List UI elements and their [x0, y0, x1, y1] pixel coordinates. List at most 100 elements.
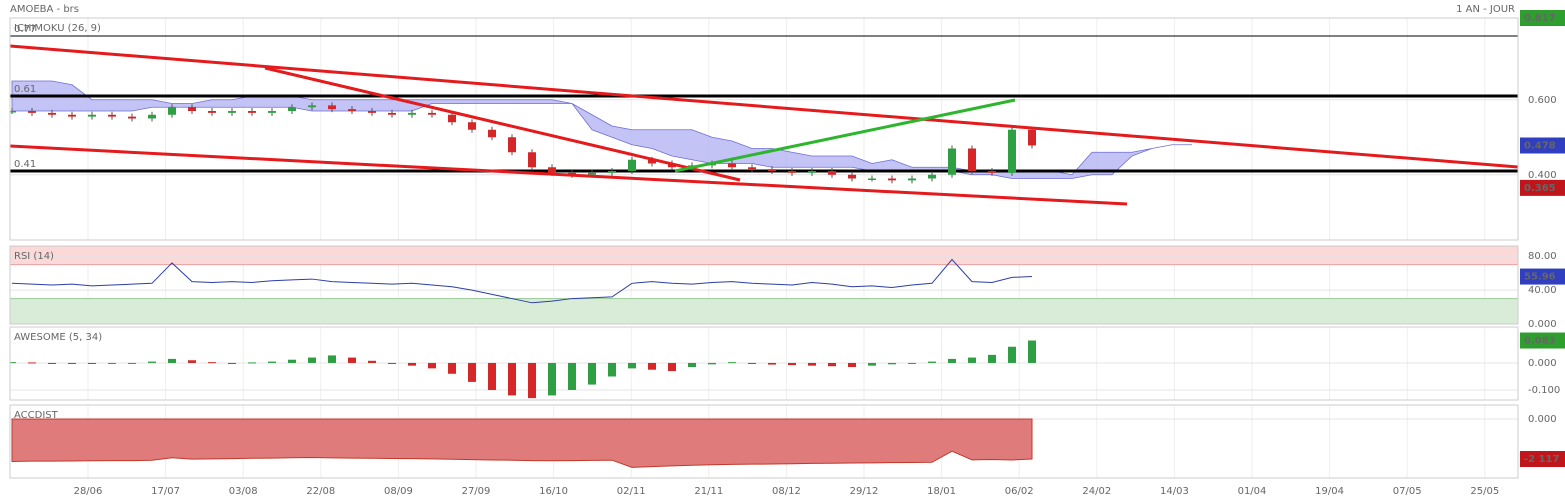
candle	[308, 105, 316, 108]
bar	[728, 362, 736, 364]
x-tick-label: 07/05	[1393, 486, 1422, 497]
bar	[28, 362, 36, 364]
bar	[10, 362, 16, 364]
bar	[528, 362, 536, 399]
panel-title: RSI (14)	[14, 251, 54, 262]
panel-title: ACCDIST	[14, 410, 59, 421]
candle	[208, 111, 216, 113]
bar	[768, 362, 776, 365]
candle	[148, 114, 156, 119]
candle	[1028, 129, 1036, 146]
trend-line	[264, 66, 741, 182]
bar	[268, 361, 276, 363]
candle	[828, 171, 836, 175]
bar	[568, 362, 576, 390]
bar	[368, 360, 376, 363]
x-tick-label: 17/07	[151, 486, 180, 497]
candle	[588, 172, 596, 175]
candle	[728, 163, 736, 168]
bar	[1028, 340, 1036, 363]
value-badge	[1520, 268, 1565, 285]
bar	[448, 362, 456, 374]
value-badge	[1520, 451, 1565, 468]
bar	[328, 355, 336, 363]
y-tick-label: 0.400	[1528, 170, 1557, 181]
candle	[1008, 129, 1016, 173]
x-tick-label: 18/01	[927, 486, 956, 497]
bar	[488, 362, 496, 390]
bar	[808, 362, 816, 366]
bar	[788, 362, 796, 366]
candle	[348, 109, 356, 111]
candle	[48, 112, 56, 115]
bar	[548, 362, 556, 396]
y-tick-label: 0.600	[1528, 95, 1557, 106]
panel-border	[9, 17, 1519, 241]
x-tick-label: 21/11	[694, 486, 723, 497]
candle	[508, 137, 516, 153]
candle	[768, 169, 776, 171]
bar	[168, 358, 176, 363]
oversold-band	[10, 298, 1518, 324]
trend-line	[10, 144, 1128, 206]
bar	[688, 362, 696, 368]
bar	[748, 362, 756, 364]
candle	[28, 111, 36, 113]
candle	[908, 178, 916, 181]
candle	[408, 112, 416, 115]
x-tick-label: 01/04	[1238, 486, 1267, 497]
candle	[888, 178, 896, 181]
y-tick-label: 0.000	[1528, 358, 1557, 369]
candle	[788, 171, 796, 173]
x-tick-label: 16/10	[539, 486, 568, 497]
candle	[428, 112, 436, 115]
panel-title: ICHIMOKU (26, 9)	[14, 23, 101, 34]
candle	[548, 167, 556, 173]
bar	[468, 362, 476, 382]
x-tick-label: 03/08	[229, 486, 258, 497]
level-label: 0.61	[14, 84, 36, 95]
value-badge	[1520, 137, 1565, 154]
bar	[348, 357, 356, 363]
panel-border	[9, 326, 1519, 401]
candle	[948, 148, 956, 175]
candle	[608, 171, 616, 173]
value-badge-label: 0.478	[1524, 141, 1556, 152]
bar	[868, 362, 876, 366]
rsi-line	[11, 258, 1033, 304]
x-tick-label: 29/12	[850, 486, 879, 497]
overbought-band	[10, 246, 1518, 266]
x-tick-label: 28/06	[74, 486, 103, 497]
candle	[188, 107, 196, 111]
candle	[68, 114, 76, 117]
bar	[208, 362, 216, 364]
panel-candlestick	[10, 35, 1518, 206]
y-tick-label: 80.00	[1528, 251, 1557, 262]
bar	[428, 362, 436, 369]
level-label: 0.77	[14, 24, 36, 35]
bar	[288, 359, 296, 363]
candle	[808, 171, 816, 173]
panel-line	[10, 246, 1518, 324]
bar	[608, 362, 616, 377]
bar	[508, 362, 516, 396]
area	[11, 418, 1033, 468]
candle	[488, 129, 496, 138]
bar	[948, 358, 956, 363]
header-title: AMOEBA - brs	[10, 4, 79, 15]
x-tick-label: 24/02	[1082, 486, 1111, 497]
bar	[848, 362, 856, 368]
candle	[88, 114, 96, 117]
panel-title: AWESOME (5, 34)	[14, 332, 102, 343]
x-tick-label: 02/11	[617, 486, 646, 497]
candle	[228, 111, 236, 113]
bar	[148, 361, 156, 363]
value-badge-label: 0.365	[1524, 183, 1556, 194]
bar	[888, 362, 896, 365]
value-badge	[1520, 179, 1565, 196]
bar	[828, 362, 836, 367]
candle	[108, 114, 116, 117]
bar	[388, 362, 396, 364]
candle	[288, 107, 296, 111]
